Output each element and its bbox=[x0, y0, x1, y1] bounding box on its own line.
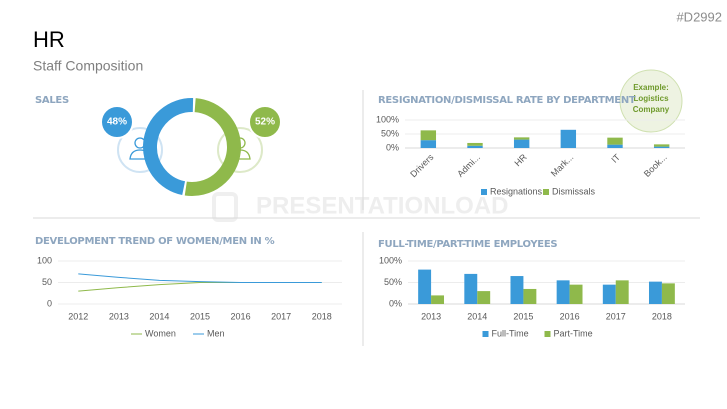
line bbox=[78, 282, 322, 292]
legend-label: Resignations bbox=[490, 186, 543, 196]
donut-segment bbox=[143, 98, 194, 196]
legend-label: Men bbox=[207, 328, 225, 338]
bar bbox=[648, 281, 662, 304]
watermark-icon bbox=[212, 192, 238, 222]
x-tick-label: 2015 bbox=[513, 311, 533, 321]
x-tick-label: 2013 bbox=[421, 311, 441, 321]
legend-swatch bbox=[481, 189, 487, 195]
panel-title: RESIGNATION/DISMISSAL RATE BY DEPARTMENT bbox=[378, 95, 636, 106]
y-tick-label: 100% bbox=[379, 255, 402, 265]
slide-title: HR bbox=[33, 27, 65, 52]
slide-code: #D2992 bbox=[676, 9, 722, 24]
bar bbox=[602, 284, 616, 304]
bar bbox=[653, 144, 670, 147]
x-tick-label: 2013 bbox=[109, 311, 129, 321]
bar bbox=[560, 129, 577, 148]
legend-swatch bbox=[543, 189, 549, 195]
legend-swatch bbox=[544, 331, 551, 337]
panel-title: DEVELOPMENT TREND OF WOMEN/MEN IN % bbox=[35, 236, 275, 247]
bar bbox=[467, 142, 483, 146]
bar bbox=[569, 284, 583, 304]
x-tick-label: 2012 bbox=[68, 311, 88, 321]
x-tick-label: 2017 bbox=[606, 311, 626, 321]
y-tick-label: 0 bbox=[47, 298, 52, 308]
y-tick-label: 100 bbox=[37, 255, 52, 265]
y-tick-label: 50 bbox=[42, 277, 52, 287]
value-label: 52% bbox=[255, 117, 275, 128]
bar bbox=[607, 144, 623, 148]
x-tick-label: Drivers bbox=[408, 152, 436, 180]
x-tick-label: Mark... bbox=[549, 152, 576, 179]
x-tick-label: IT bbox=[609, 152, 622, 165]
y-tick-label: 0% bbox=[389, 298, 402, 308]
example-text: Example: Logistics Company bbox=[632, 83, 670, 114]
bar bbox=[513, 137, 530, 140]
watermark: PRESENTATIONLOAD bbox=[256, 192, 508, 219]
x-tick-label: HR bbox=[512, 152, 529, 169]
x-tick-label: Book... bbox=[642, 152, 669, 179]
slide-subtitle: Staff Composition bbox=[33, 58, 143, 74]
donut-segment bbox=[184, 98, 241, 196]
x-tick-label: 2018 bbox=[312, 311, 332, 321]
legend-label: Dismissals bbox=[552, 186, 596, 196]
x-tick-label: Admi... bbox=[455, 152, 482, 179]
example-bubble bbox=[619, 69, 683, 133]
bar bbox=[607, 137, 623, 145]
y-tick-label: 0% bbox=[386, 142, 399, 152]
bar bbox=[523, 288, 537, 304]
x-tick-label: 2017 bbox=[271, 311, 291, 321]
bar bbox=[431, 295, 445, 304]
bar bbox=[513, 139, 530, 148]
example-box: Example: Logistics Company bbox=[632, 83, 670, 114]
bar bbox=[510, 276, 524, 304]
legend-label: Full-Time bbox=[492, 328, 529, 338]
x-tick-label: 2014 bbox=[149, 311, 169, 321]
bar bbox=[420, 130, 437, 141]
bar bbox=[464, 273, 478, 304]
bar bbox=[467, 145, 483, 148]
value-bubble bbox=[248, 105, 282, 139]
bar bbox=[661, 283, 675, 304]
y-tick-label: 50% bbox=[381, 128, 399, 138]
value-bubble bbox=[100, 105, 134, 139]
bar bbox=[418, 269, 432, 304]
y-tick-label: 100% bbox=[376, 114, 399, 124]
bar bbox=[615, 280, 629, 304]
bar bbox=[477, 291, 491, 304]
panel-title: SALES bbox=[35, 95, 69, 106]
bar bbox=[653, 146, 670, 148]
legend-label: Part-Time bbox=[554, 328, 593, 338]
legend-swatch bbox=[482, 331, 489, 337]
x-tick-label: 2016 bbox=[560, 311, 580, 321]
bar bbox=[420, 140, 437, 148]
y-tick-label: 50% bbox=[384, 277, 402, 287]
value-label: 48% bbox=[107, 117, 127, 128]
line bbox=[78, 273, 322, 283]
x-tick-label: 2015 bbox=[190, 311, 210, 321]
x-tick-label: 2016 bbox=[231, 311, 251, 321]
panel-title: FULL-TIME/PART-TIME EMPLOYEES bbox=[378, 239, 557, 250]
bar bbox=[556, 280, 570, 304]
legend-label: Women bbox=[145, 328, 176, 338]
x-tick-label: 2014 bbox=[467, 311, 487, 321]
x-tick-label: 2018 bbox=[652, 311, 672, 321]
